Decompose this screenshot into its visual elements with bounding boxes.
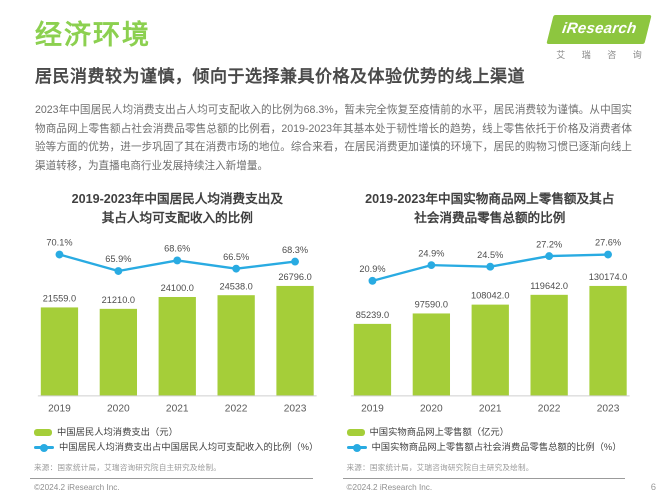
page-number: 6	[650, 482, 656, 493]
svg-text:70.1%: 70.1%	[46, 238, 72, 248]
page-header: 经济环境 居民消费较为谨慎，倾向于选择兼具价格及体验优势的线上渠道	[0, 0, 667, 87]
line-legend-label: 中国实物商品网上零售额占社会消费品零售总额的比例（%）	[371, 442, 622, 453]
online-retail-chart: 85239.0 97590.0 108042.0 119642.0 130174.0 20…	[343, 229, 638, 423]
svg-text:26796.0: 26796.0	[278, 272, 311, 282]
line-swatch-dot-icon	[40, 443, 48, 452]
bar-legend-label: 中国实物商品网上零售额（亿元）	[369, 426, 509, 437]
divider	[342, 477, 626, 479]
legend-item-line: 中国居民人均消费支出占中国居民人均可支配收入的比例（%）	[34, 441, 325, 454]
svg-text:68.3%: 68.3%	[282, 245, 308, 255]
consumption-chart-copyright: ©2024.2 iResearch Inc.	[34, 482, 120, 492]
svg-text:2020: 2020	[420, 404, 443, 415]
consumption-chart-column: 2019-2023年中国居民人均消费支出及 其占人均可支配收入的比例 21559…	[30, 190, 325, 492]
svg-text:24.5%: 24.5%	[477, 250, 503, 260]
online-retail-chart-title: 2019-2023年中国实物商品网上零售额及其占 社会消费品零售总额的比例	[343, 190, 638, 228]
consumption-chart-title: 2019-2023年中国居民人均消费支出及 其占人均可支配收入的比例	[30, 190, 325, 228]
page-headline: 居民消费较为谨慎，倾向于选择兼具价格及体验优势的线上渠道	[35, 67, 525, 87]
svg-text:27.6%: 27.6%	[594, 238, 620, 248]
iresearch-logo-text: iResearch	[560, 20, 638, 37]
svg-text:2021: 2021	[478, 404, 501, 415]
legend-item-bar: 中国居民人均消费支出（元）	[34, 426, 325, 439]
consumption-chart-source: 来源：国家统计局，艾瑞咨询研究院自主研究及绘制。	[34, 462, 222, 472]
svg-text:2019: 2019	[48, 404, 71, 415]
svg-text:27.2%: 27.2%	[536, 240, 562, 250]
svg-text:2022: 2022	[225, 404, 248, 415]
svg-text:2021: 2021	[166, 404, 189, 415]
svg-text:130174.0: 130174.0	[588, 272, 626, 282]
online-retail-chart-copyright: ©2024.2 iResearch Inc.	[346, 482, 433, 492]
line-swatch-icon	[346, 443, 367, 452]
consumption-chart: 21559.0 21210.0 24100.0 24538.0 26796.0 70.1%…	[30, 229, 325, 423]
svg-text:20.9%: 20.9%	[359, 264, 385, 274]
svg-text:108042.0: 108042.0	[471, 291, 509, 301]
svg-text:24538.0: 24538.0	[219, 282, 252, 292]
svg-text:65.9%: 65.9%	[105, 255, 131, 265]
legend-item-line: 中国实物商品网上零售额占社会消费品零售总额的比例（%）	[346, 441, 638, 454]
svg-text:97590.0: 97590.0	[414, 300, 447, 310]
line-swatch-dot-icon	[352, 443, 361, 452]
svg-text:21210.0: 21210.0	[102, 295, 135, 305]
iresearch-logo: iResearch 艾 瑞 咨 询	[546, 15, 652, 61]
consumption-chart-title-line2: 其占人均可支配收入的比例	[101, 210, 253, 225]
iresearch-logo-flag: iResearch	[546, 15, 652, 44]
line-swatch-icon	[34, 443, 54, 452]
section-title: 经济环境	[35, 20, 151, 50]
svg-text:85239.0: 85239.0	[355, 310, 388, 320]
line-legend-label: 中国居民人均消费支出占中国居民人均可支配收入的比例（%）	[59, 442, 319, 453]
svg-text:68.6%: 68.6%	[164, 244, 190, 254]
iresearch-logo-cn: 艾 瑞 咨 询	[556, 50, 649, 60]
online-retail-chart-column: 2019-2023年中国实物商品网上零售额及其占 社会消费品零售总额的比例 85…	[342, 190, 638, 492]
online-retail-chart-title-line1: 2019-2023年中国实物商品网上零售额及其占	[365, 191, 615, 206]
svg-text:119642.0: 119642.0	[530, 281, 568, 291]
bar-swatch-icon	[34, 428, 52, 436]
svg-text:2019: 2019	[361, 404, 384, 415]
online-retail-chart-title-line2: 社会消费品零售总额的比例	[414, 210, 566, 225]
bar-swatch-icon	[346, 428, 365, 436]
intro-paragraph: 2023年中国居民人均消费支出占人均可支配收入的比例为68.3%，暂未完全恢复至…	[35, 104, 632, 172]
svg-text:2020: 2020	[107, 404, 130, 415]
svg-text:2023: 2023	[284, 404, 307, 415]
legend-item-bar: 中国实物商品网上零售额（亿元）	[346, 426, 638, 439]
consumption-chart-title-line1: 2019-2023年中国居民人均消费支出及	[71, 191, 283, 206]
online-retail-chart-legend: 中国实物商品网上零售额（亿元） 中国实物商品网上零售额占社会消费品零售总额的比例…	[343, 426, 638, 455]
bar-legend-label: 中国居民人均消费支出（元）	[57, 426, 178, 437]
svg-text:24100.0: 24100.0	[161, 283, 194, 293]
svg-text:2022: 2022	[537, 404, 560, 415]
svg-text:24.9%: 24.9%	[418, 249, 444, 259]
charts-row: 2019-2023年中国居民人均消费支出及 其占人均可支配收入的比例 21559…	[0, 190, 667, 492]
online-retail-chart-source: 来源：国家统计局，艾瑞咨询研究院自主研究及绘制。	[346, 462, 534, 472]
consumption-chart-legend: 中国居民人均消费支出（元） 中国居民人均消费支出占中国居民人均可支配收入的比例（…	[30, 426, 325, 455]
svg-text:2023: 2023	[596, 404, 619, 415]
svg-text:21559.0: 21559.0	[43, 294, 76, 304]
svg-text:66.5%: 66.5%	[223, 252, 249, 262]
divider	[30, 477, 313, 479]
